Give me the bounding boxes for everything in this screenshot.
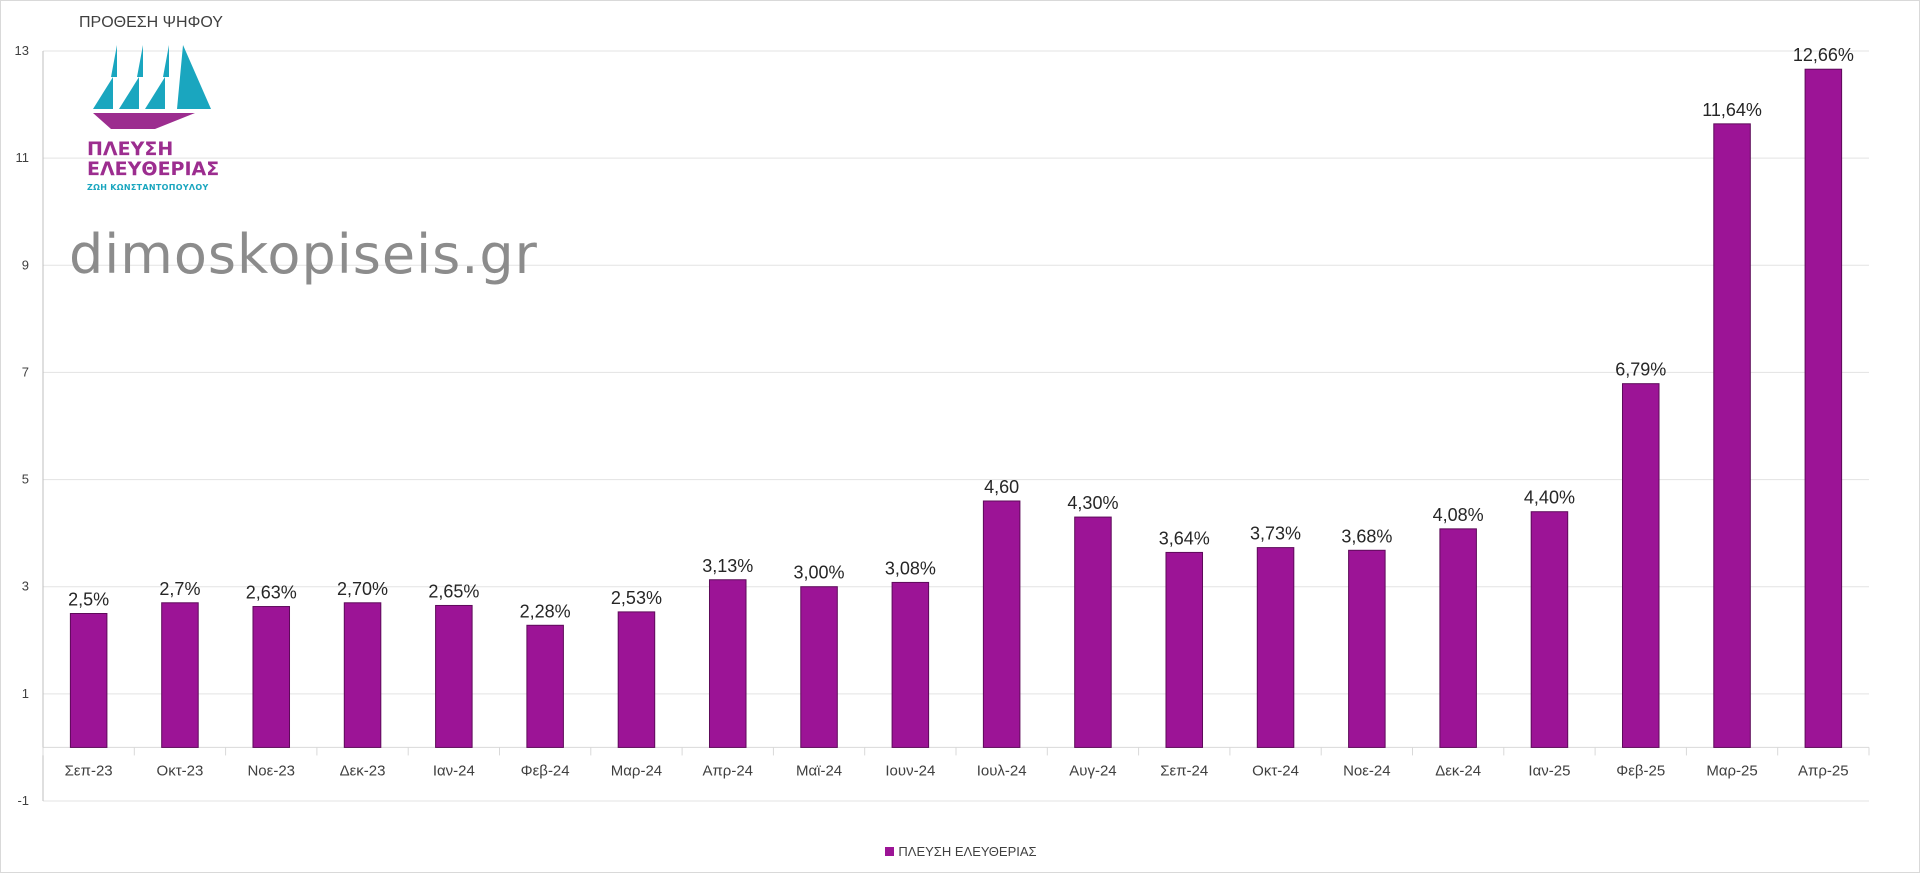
- bar: [1439, 528, 1477, 748]
- data-label: 3,00%: [794, 563, 845, 583]
- watermark-text: dimoskopiseis.gr: [69, 223, 538, 286]
- bar: [800, 586, 838, 748]
- data-label: 6,79%: [1615, 360, 1666, 380]
- x-tick-label: Οκτ-24: [1252, 762, 1299, 779]
- x-tick-label: Ιαν-24: [433, 762, 475, 779]
- x-tick-label: Φεβ-24: [521, 762, 570, 779]
- y-tick-label: 13: [15, 43, 29, 58]
- data-label: 11,64%: [1702, 100, 1762, 120]
- data-label: 4,60: [984, 477, 1019, 497]
- y-tick-label: 11: [16, 150, 30, 165]
- y-tick-label: 1: [22, 686, 29, 701]
- bar: [1348, 549, 1386, 748]
- bar: [1804, 68, 1843, 748]
- bar: [982, 500, 1021, 748]
- y-tick-label: -1: [17, 793, 29, 808]
- logo-subtitle: ΖΩΗ ΚΩΝΣΤΑΝΤΟΠΟΥΛΟΥ: [87, 183, 209, 192]
- bar: [69, 613, 108, 748]
- x-tick-label: Δεκ-23: [340, 762, 386, 779]
- x-axis: Σεπ-23 Οκτ-23 Νοε-23 Δεκ-23 Ιαν-24 Φεβ-24 Μαρ-…: [42, 747, 1870, 779]
- party-logo: ΠΛΕΥΣΗ ΕΛΕΥΘΕΡΙΑΣ ΖΩΗ ΚΩΝΣΤΑΝΤΟΠΟΥΛΟΥ: [87, 41, 237, 201]
- x-tick-label: Νοε-24: [1343, 762, 1391, 779]
- data-label: 2,63%: [246, 583, 297, 603]
- x-tick-label: Αυγ-24: [1069, 762, 1116, 779]
- data-label: 3,13%: [702, 556, 753, 576]
- bar: [617, 611, 656, 748]
- data-label: 2,7%: [159, 579, 200, 599]
- y-tick-label: 5: [22, 472, 29, 487]
- bar: [526, 624, 564, 748]
- logo-party-name: ΠΛΕΥΣΗ ΕΛΕΥΘΕΡΙΑΣ: [87, 138, 220, 180]
- data-label: 4,30%: [1067, 493, 1118, 513]
- bar: [161, 602, 199, 748]
- data-label: 2,70%: [337, 579, 388, 599]
- x-tick-label: Ιαν-25: [1528, 762, 1570, 779]
- x-tick-label: Δεκ-24: [1435, 762, 1481, 779]
- x-tick-label: Σεπ-24: [1160, 762, 1208, 779]
- y-tick-label: 7: [22, 364, 29, 379]
- x-tick-label: Μαρ-25: [1706, 762, 1757, 779]
- legend-label: ΠΛΕΥΣΗ ΕΛΕΥΘΕΡΙΑΣ: [898, 844, 1037, 859]
- bar: [708, 579, 747, 748]
- data-label: 4,40%: [1524, 488, 1575, 508]
- bar: [1713, 123, 1751, 748]
- y-tick-label: 9: [22, 257, 29, 272]
- chart-title: ΠΡΟΘΕΣΗ ΨΗΦΟΥ: [79, 14, 223, 31]
- bar: [891, 581, 930, 748]
- y-tick-label: 3: [22, 579, 29, 594]
- bar: [343, 602, 382, 748]
- data-label: 3,08%: [885, 558, 936, 578]
- bar: [435, 604, 473, 748]
- x-tick-label: Ιουλ-24: [977, 762, 1027, 779]
- x-tick-label: Απρ-24: [702, 762, 753, 779]
- x-tick-label: Μαϊ-24: [796, 762, 842, 779]
- gridlines: [43, 50, 1869, 802]
- bars: [69, 68, 1843, 748]
- bar: [1256, 547, 1295, 748]
- x-tick-label: Φεβ-25: [1616, 762, 1665, 779]
- data-label: 2,28%: [520, 601, 571, 621]
- data-labels: 2,5% 2,7% 2,63% 2,70% 2,65% 2,28% 2,53% 3,13% 3,…: [68, 45, 1854, 621]
- x-tick-label: Σεπ-23: [65, 762, 113, 779]
- bar: [1530, 511, 1569, 748]
- x-tick-label: Ιουν-24: [885, 762, 935, 779]
- bar: [252, 606, 291, 748]
- x-tick-label: Νοε-23: [247, 762, 295, 779]
- data-label: 4,08%: [1433, 505, 1484, 525]
- x-tick-label: Απρ-25: [1798, 762, 1849, 779]
- ship-logo-icon: [93, 45, 211, 129]
- data-label: 3,73%: [1250, 524, 1301, 544]
- data-label: 12,66%: [1793, 45, 1854, 65]
- legend: ΠΛΕΥΣΗ ΕΛΕΥΘΕΡΙΑΣ: [1, 844, 1920, 859]
- bar: [1074, 516, 1112, 748]
- x-tick-label: Μαρ-24: [611, 762, 662, 779]
- data-label: 2,53%: [611, 588, 662, 608]
- bar: [1165, 551, 1204, 748]
- bar: [1621, 383, 1660, 748]
- legend-swatch: [885, 847, 895, 856]
- data-label: 3,68%: [1341, 526, 1392, 546]
- data-label: 2,5%: [68, 590, 109, 610]
- data-label: 3,64%: [1159, 528, 1210, 548]
- data-label: 2,65%: [428, 581, 479, 601]
- x-tick-label: Οκτ-23: [157, 762, 204, 779]
